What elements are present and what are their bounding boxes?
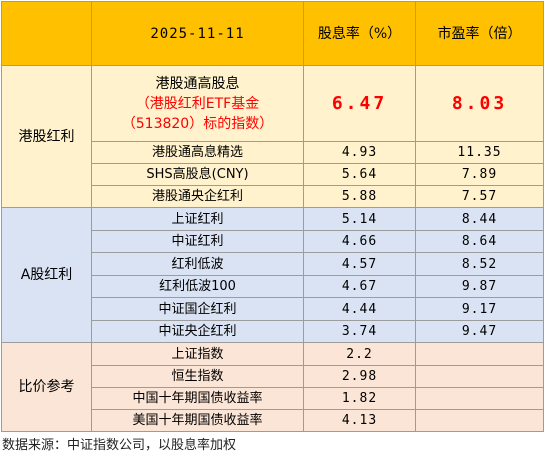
pe-value — [415, 365, 544, 388]
table-row: 恒生指数 2.98 — [2, 365, 544, 388]
dividend-yield-value: 2.98 — [303, 365, 416, 388]
dividend-table: 2025-11-11 股息率（%） 市盈率（倍） 港股红利 港股通高股息 （港股… — [1, 1, 544, 432]
pe-value — [415, 342, 544, 366]
table-row: 比价参考 上证指数 2.2 — [1, 342, 544, 432]
index-name: 中国十年期国债收益率 — [91, 387, 304, 410]
index-name: 上证指数 — [91, 342, 304, 366]
dividend-yield-value: 4.13 — [303, 409, 416, 432]
group-label-hk: 港股红利 — [1, 65, 92, 208]
header-pe: 市盈率（倍） — [415, 1, 544, 66]
dividend-yield-value: 2.2 — [303, 342, 416, 366]
table-row: 中证红利 4.66 8.64 — [2, 230, 544, 253]
index-name: SHS高股息(CNY) — [91, 163, 304, 186]
pe-value: 9.87 — [415, 275, 544, 298]
group-label-a: A股红利 — [1, 207, 92, 343]
pe-value: 8.64 — [415, 230, 544, 253]
dividend-yield-value: 5.64 — [303, 163, 416, 186]
pe-value: 7.57 — [415, 185, 544, 208]
table-row: 红利低波100 4.67 9.87 — [2, 275, 544, 298]
index-name: 中证国企红利 — [91, 297, 304, 321]
header-row: 2025-11-11 股息率（%） 市盈率（倍） — [1, 1, 544, 66]
dividend-yield-value: 4.57 — [303, 252, 416, 276]
dividend-yield-value: 4.44 — [303, 297, 416, 321]
featured-name-line3: （513820）标的指数） — [121, 115, 274, 132]
pe-value — [415, 409, 544, 432]
dividend-yield-value: 4.66 — [303, 230, 416, 253]
featured-pe: 8.03 — [415, 65, 544, 142]
header-corner — [1, 1, 92, 66]
group-label-ref: 比价参考 — [1, 342, 92, 432]
index-name: 红利低波 — [91, 252, 304, 276]
index-name: 红利低波100 — [91, 275, 304, 298]
table-row: 中证国企红利 4.44 9.17 — [2, 297, 544, 321]
table-row: 红利低波 4.57 8.52 — [2, 252, 544, 276]
featured-dividend-yield: 6.47 — [303, 65, 416, 142]
index-name: 中证央企红利 — [91, 320, 304, 343]
pe-value: 9.47 — [415, 320, 544, 343]
featured-name-line2: （港股红利ETF基金 — [135, 95, 260, 112]
dividend-yield-value: 3.74 — [303, 320, 416, 343]
dividend-yield-value: 1.82 — [303, 387, 416, 410]
pe-value: 8.52 — [415, 252, 544, 276]
pe-value — [415, 387, 544, 410]
index-name: 恒生指数 — [91, 365, 304, 388]
table-row: 美国十年期国债收益率 4.13 — [2, 409, 544, 432]
pe-value: 9.17 — [415, 297, 544, 321]
index-name: 美国十年期国债收益率 — [91, 409, 304, 432]
table-row: 港股通高息精选 4.93 11.35 — [2, 141, 544, 164]
dividend-yield-value: 4.67 — [303, 275, 416, 298]
index-name: 港股通高息精选 — [91, 141, 304, 164]
data-source-note: 数据来源：中证指数公司，以股息率加权 — [2, 438, 237, 453]
header-dividend-yield: 股息率（%） — [303, 1, 416, 66]
index-name: 港股通央企红利 — [91, 185, 304, 208]
dividend-yield-value: 5.88 — [303, 185, 416, 208]
header-date: 2025-11-11 — [91, 1, 304, 66]
pe-value: 8.44 — [415, 207, 544, 231]
index-name: 中证红利 — [91, 230, 304, 253]
index-name: 上证红利 — [91, 207, 304, 231]
featured-index-name: 港股通高股息 （港股红利ETF基金 （513820）标的指数） — [91, 65, 304, 142]
featured-name-line1: 港股通高股息 — [155, 75, 240, 92]
dividend-yield-value: 5.14 — [303, 207, 416, 231]
dividend-yield-value: 4.93 — [303, 141, 416, 164]
pe-value: 11.35 — [415, 141, 544, 164]
table-row: A股红利 上证红利 5.14 8.44 — [1, 207, 544, 343]
pe-value: 7.89 — [415, 163, 544, 186]
table-row: 中国十年期国债收益率 1.82 — [2, 387, 544, 410]
featured-row: 港股红利 港股通高股息 （港股红利ETF基金 （513820）标的指数） 6.4… — [1, 65, 544, 208]
table-row: SHS高股息(CNY) 5.64 7.89 — [2, 163, 544, 186]
